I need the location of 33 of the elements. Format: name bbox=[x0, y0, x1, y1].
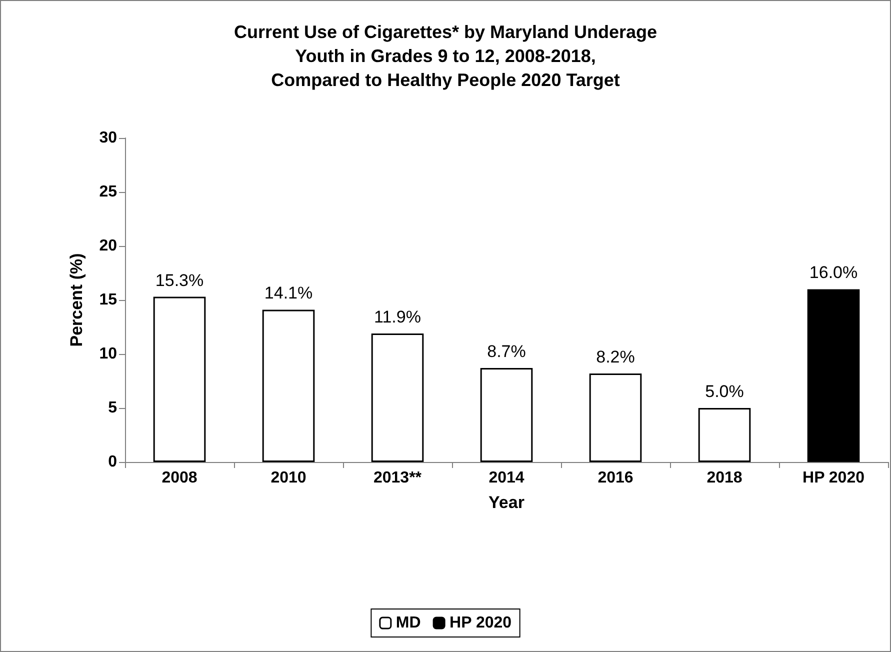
bar bbox=[262, 310, 315, 462]
bar bbox=[807, 289, 860, 462]
x-axis-title: Year bbox=[488, 493, 525, 512]
x-tick-label: 2018 bbox=[706, 470, 742, 486]
bar bbox=[371, 333, 424, 462]
data-label: 16.0% bbox=[809, 263, 858, 282]
legend-label: HP 2020 bbox=[450, 614, 512, 632]
x-tick-label: HP 2020 bbox=[802, 470, 865, 486]
data-label: 11.9% bbox=[374, 307, 421, 326]
x-tick-label: 2008 bbox=[162, 470, 198, 486]
y-tick-label: 20 bbox=[99, 238, 118, 254]
x-tick-label: 2013** bbox=[373, 470, 422, 486]
y-tick-label: 15 bbox=[99, 292, 118, 308]
bar bbox=[698, 408, 751, 462]
chart-title: Current Use of Cigarettes* by Maryland Underage Youth in Grades 9 to 12, 2008-2018, Compared to Healthy People 2020 Target bbox=[234, 22, 658, 90]
data-label: 8.2% bbox=[596, 347, 635, 366]
y-tick-label: 0 bbox=[108, 454, 118, 470]
data-label: 8.7% bbox=[487, 342, 526, 362]
x-tick-label: 2016 bbox=[598, 470, 634, 486]
bar bbox=[153, 296, 206, 462]
y-tick-label: 5 bbox=[108, 400, 118, 416]
x-tick-label: 2014 bbox=[488, 470, 524, 486]
bar bbox=[480, 368, 533, 462]
data-label: 15.3% bbox=[155, 270, 204, 290]
legend-label: MD bbox=[396, 614, 421, 632]
data-label: 5.0% bbox=[705, 382, 744, 401]
y-tick-label: 25 bbox=[99, 184, 118, 200]
y-axis-title: Percent (%) bbox=[67, 253, 86, 347]
data-label: 14.1% bbox=[264, 284, 313, 303]
y-tick-label: 10 bbox=[99, 346, 118, 362]
bar bbox=[589, 373, 642, 462]
x-tick-label: 2010 bbox=[270, 470, 306, 486]
y-tick-label: 30 bbox=[99, 130, 118, 146]
